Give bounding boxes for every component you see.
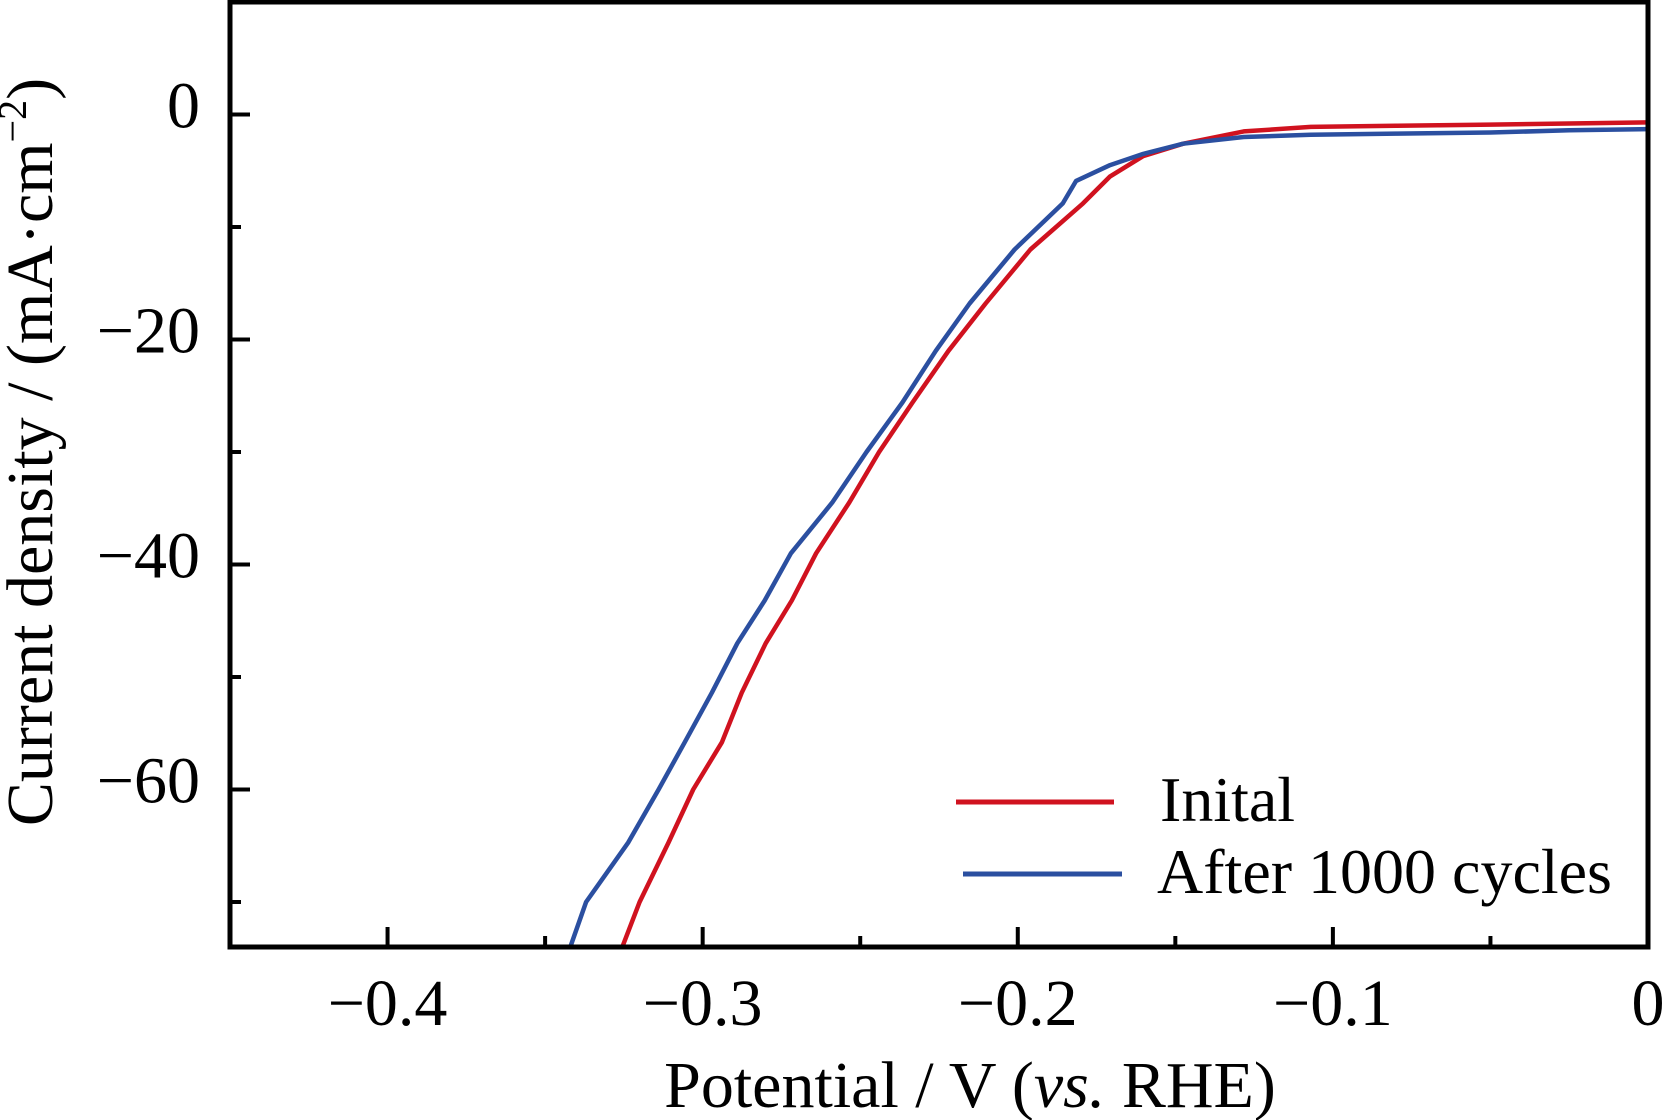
plot-frame [227, 0, 1651, 950]
tick-labels: −0.4 −0.3 −0.2 −0.1 0 0 −20 −40 −60 [97, 70, 1665, 1041]
series-line-after-1000-cycles [568, 126, 1648, 947]
x-axis-title-pre: Potential / V ( [664, 1049, 1034, 1120]
legend: Inital After 1000 cycles [956, 764, 1612, 907]
y-tick-label: −20 [97, 295, 200, 368]
series-layer [568, 120, 1648, 947]
y-axis-title-main: Current density / (mA·cm [0, 142, 67, 826]
legend-label-after-1000-cycles: After 1000 cycles [1157, 836, 1612, 907]
x-tick-label: −0.2 [958, 967, 1078, 1040]
y-axis-title-sup: −2 [0, 100, 35, 143]
x-tick-label: −0.1 [1273, 967, 1393, 1040]
x-tick-label: 0 [1632, 967, 1665, 1040]
axis-ticks [230, 112, 1650, 947]
y-axis-title-close: ) [0, 78, 67, 100]
legend-label-inital: Inital [1160, 764, 1295, 835]
y-tick-label: −60 [97, 745, 200, 818]
x-axis-title: Potential / V (vs. RHE) [664, 1049, 1276, 1120]
series-line-inital [620, 120, 1648, 947]
x-tick-label: −0.3 [643, 967, 763, 1040]
x-axis-title-post: RHE) [1105, 1049, 1275, 1120]
y-axis-title: Current density / (mA·cm−2) [0, 78, 67, 826]
x-axis-title-italic: vs. [1034, 1049, 1105, 1120]
y-tick-label: −40 [97, 520, 200, 593]
x-tick-label: −0.4 [328, 967, 448, 1040]
y-tick-label: 0 [167, 70, 200, 143]
